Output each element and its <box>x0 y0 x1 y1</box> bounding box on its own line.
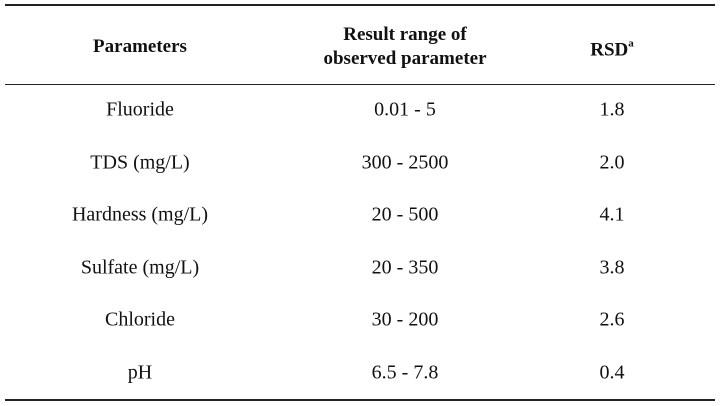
table-cell: 2.0 <box>599 151 625 174</box>
bottom-rule <box>5 399 715 401</box>
header-rule <box>5 84 715 85</box>
table-cell: 4.1 <box>599 203 625 226</box>
table-cell: 30 - 200 <box>371 308 439 331</box>
table-cell: 1.8 <box>599 98 625 121</box>
header-cell: Result range of observed parameter <box>323 24 487 69</box>
top-rule <box>5 4 715 6</box>
table-cell: 3.8 <box>599 256 625 279</box>
table-cell: pH <box>127 361 153 384</box>
table-cell: Hardness (mg/L) <box>71 203 209 226</box>
table-cell: TDS (mg/L) <box>90 151 190 174</box>
table-cell: Fluoride <box>106 98 174 121</box>
table-cell: 300 - 2500 <box>361 151 449 174</box>
table-cell: Sulfate (mg/L) <box>80 256 200 279</box>
table-cell: 0.4 <box>599 361 625 384</box>
table-cell: Chloride <box>105 308 175 331</box>
table-cell: 0.01 - 5 <box>374 98 436 121</box>
header-cell: Parameters <box>93 36 187 57</box>
table-cell: 20 - 500 <box>371 203 439 226</box>
table-cell: 20 - 350 <box>371 256 439 279</box>
superscript: a <box>628 37 634 50</box>
table-cell: 6.5 - 7.8 <box>371 361 439 384</box>
header-cell: RSDa <box>590 32 634 63</box>
header-text: RSD <box>590 39 629 61</box>
table-cell: 2.6 <box>599 308 625 331</box>
